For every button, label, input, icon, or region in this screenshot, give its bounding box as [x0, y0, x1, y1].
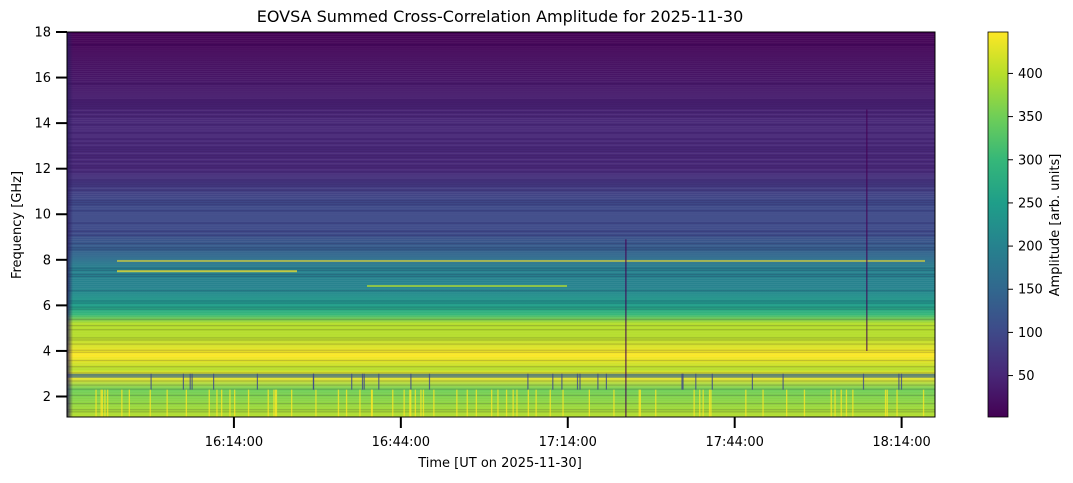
y-tick-label: 18 — [34, 26, 51, 41]
y-axis: 2 4 6 8 10 12 14 16 18 — [34, 26, 67, 405]
chart-title: EOVSA Summed Cross-Correlation Amplitude… — [257, 7, 744, 26]
y-tick-label: 10 — [34, 208, 51, 223]
y-tick-label: 8 — [43, 253, 51, 268]
colorbar-tick-label: 300 — [1018, 153, 1043, 168]
heatmap-overlay — [67, 32, 935, 417]
colorbar-tick-label: 50 — [1018, 369, 1035, 384]
y-tick-label: 16 — [34, 71, 51, 86]
colorbar-tick-label: 250 — [1018, 196, 1043, 211]
x-tick-label: 16:44:00 — [372, 435, 430, 450]
colorbar-scale — [987, 31, 1009, 418]
colorbar-tick-label: 150 — [1018, 283, 1043, 298]
colorbar-tick-label: 100 — [1018, 326, 1043, 341]
x-tick-label: 17:44:00 — [705, 435, 763, 450]
y-tick-label: 6 — [43, 299, 51, 314]
colorbar-tick-label: 350 — [1018, 110, 1043, 125]
colorbar-ticks: 50 100 150 200 250 300 350 400 — [1008, 67, 1043, 384]
colorbar: 50 100 150 200 250 300 350 400 Amplitude [arb. … — [987, 31, 1063, 418]
x-tick-label: 18:14:00 — [872, 435, 930, 450]
y-tick-label: 4 — [43, 344, 51, 359]
y-axis-label: Frequency [GHz] — [10, 171, 25, 279]
colorbar-label: Amplitude [arb. units] — [1048, 154, 1063, 297]
heatmap-background — [67, 32, 935, 417]
x-tick-label: 16:14:00 — [205, 435, 263, 450]
heatmap-area — [66, 31, 936, 418]
plot-frame — [66, 31, 936, 418]
y-tick-label: 14 — [34, 117, 51, 132]
colorbar-tick-label: 200 — [1018, 240, 1043, 255]
y-tick-label: 2 — [43, 390, 51, 405]
x-axis-label: Time [UT on 2025-11-30] — [417, 456, 582, 471]
colorbar-tick-label: 400 — [1018, 67, 1043, 82]
y-tick-label: 12 — [34, 162, 51, 177]
x-axis: 16:14:00 16:44:00 17:14:00 17:44:00 18:14:00 — [205, 417, 931, 450]
x-tick-label: 17:14:00 — [539, 435, 597, 450]
